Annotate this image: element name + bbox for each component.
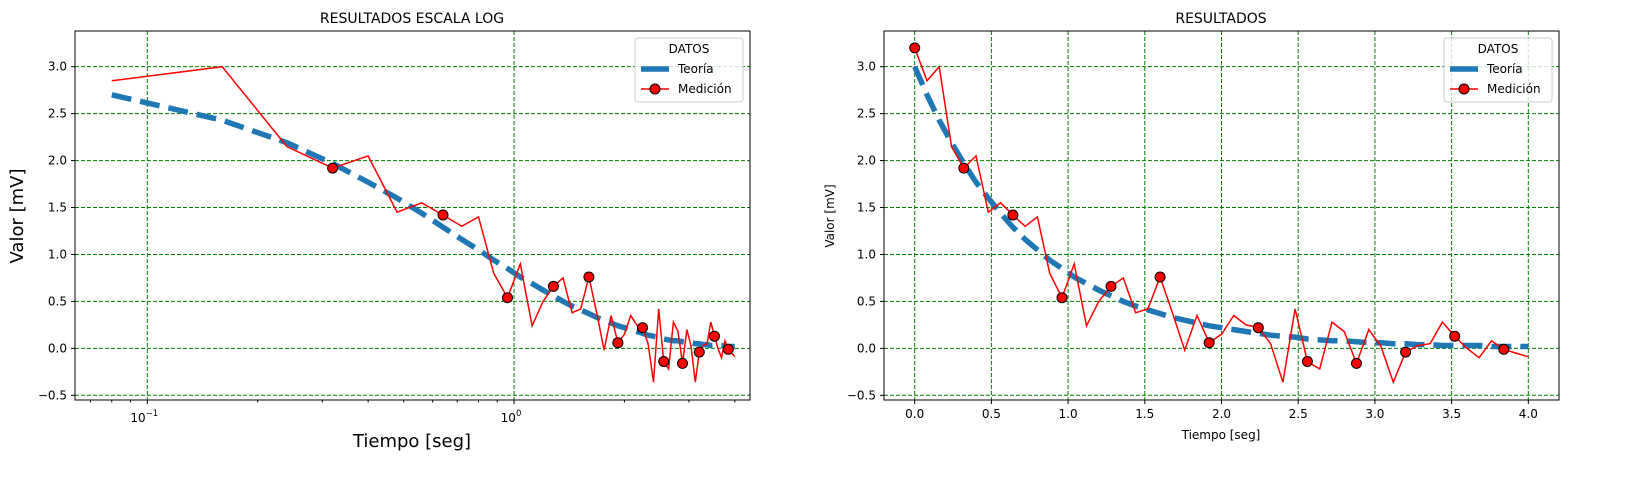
y-axis-label: Valor [mV] [823, 184, 837, 247]
measurement-line [913, 47, 1529, 385]
x-tick-label: 1.0 [1059, 407, 1078, 421]
y-tick-label: 0.0 [48, 341, 67, 355]
measurement-point [677, 357, 688, 369]
measurement-point [658, 356, 670, 367]
y-tick-label: 3.0 [857, 60, 876, 74]
y-tick-label: 1.0 [857, 247, 876, 261]
y-tick-label: 2.5 [48, 107, 67, 121]
chart-title: RESULTADOS ESCALA LOG [320, 11, 504, 27]
measurement-point [1301, 356, 1313, 367]
y-tick-label: 2.5 [857, 107, 876, 121]
linear-scale-chart: RESULTADOS 0.0 0.5 1.0 1.5 2.0 2.5 3.0 3.5 4.0 −… [823, 11, 1560, 442]
y-axis-ticks: −0.5 0.0 0.5 1.0 1.5 2.0 2.5 3.0 [38, 60, 75, 402]
theory-line [912, 65, 1529, 350]
x-tick-label: 4.0 [1519, 407, 1538, 421]
x-tick-label: 1.5 [1135, 407, 1154, 421]
x-tick-label: 3.5 [1442, 407, 1461, 421]
series-layer [111, 65, 736, 383]
legend: DATOS Teoría Medición [1443, 37, 1553, 103]
measurement-point [1498, 343, 1510, 355]
x-tick-label: 0.5 [982, 407, 1001, 421]
measurement-point [502, 292, 513, 304]
measurement-point [327, 162, 339, 174]
legend-theory-label: Teoría [677, 62, 714, 76]
measurement-point [583, 271, 595, 283]
measurement-point [1056, 292, 1068, 304]
x-tick-label: 0.0 [905, 407, 924, 421]
plot-frame [883, 30, 1560, 401]
y-tick-label: 1.5 [857, 201, 876, 215]
measurement-point [709, 330, 720, 342]
measurement-point [1154, 271, 1166, 283]
legend-measurement-marker [1458, 83, 1470, 95]
y-tick-label: 2.0 [48, 154, 67, 168]
y-tick-label: 0.5 [857, 294, 876, 308]
y-tick-label: 0.0 [857, 341, 876, 355]
series-layer [909, 42, 1529, 385]
x-tick-label: 100 [501, 409, 522, 425]
measurement-point [722, 343, 734, 355]
x-tick-label: 3.0 [1365, 407, 1384, 421]
y-axis-label: Valor [mV] [7, 169, 28, 264]
measurement-point [1203, 337, 1215, 349]
legend-measurement-label: Medición [678, 82, 732, 96]
y-tick-label: 1.0 [48, 247, 67, 261]
measurement-point [958, 162, 970, 174]
y-tick-label: −0.5 [38, 388, 67, 402]
x-tick-label: 2.0 [1212, 407, 1231, 421]
x-axis-label: Tiempo [seg] [1181, 428, 1261, 442]
measurement-point [637, 322, 648, 334]
measurement-point [1252, 322, 1264, 334]
legend-frame [634, 37, 744, 103]
measurement-point [1007, 209, 1019, 221]
measurement-point [547, 280, 559, 292]
y-tick-label: 3.0 [48, 60, 67, 74]
y-tick-label: −0.5 [847, 388, 876, 402]
measurement-point [437, 209, 449, 221]
measurement-point [612, 337, 624, 349]
measurement-point [909, 42, 921, 54]
x-tick-label: 10−1 [130, 409, 158, 425]
legend-theory-label: Teoría [1486, 62, 1523, 76]
measurement-point [1351, 357, 1362, 369]
plot-frame [74, 30, 751, 401]
legend-title: DATOS [1478, 42, 1519, 56]
legend: DATOS Teoría Medición [634, 37, 744, 103]
legend-measurement-marker [649, 83, 661, 95]
measurement-point [1105, 280, 1117, 292]
x-axis-ticks: 0.0 0.5 1.0 1.5 2.0 2.5 3.0 3.5 4.0 [905, 400, 1538, 421]
measurement-point [693, 346, 705, 358]
measurement-line [111, 65, 736, 383]
x-axis-ticks: 10−1 100 [90, 400, 736, 425]
legend-measurement-label: Medición [1487, 82, 1541, 96]
y-axis-ticks: −0.5 0.0 0.5 1.0 1.5 2.0 2.5 3.0 [847, 60, 884, 402]
x-axis-label: Tiempo [seg] [352, 431, 471, 452]
legend-title: DATOS [669, 42, 710, 56]
chart-title: RESULTADOS [1175, 11, 1266, 27]
y-tick-label: 0.5 [48, 294, 67, 308]
measurement-point [1449, 330, 1461, 342]
log-scale-chart: RESULTADOS ESCALA LOG 10−1 100 −0.5 0.0 0.5… [7, 11, 751, 452]
legend-frame [1443, 37, 1553, 103]
x-tick-label: 2.5 [1289, 407, 1308, 421]
y-tick-label: 1.5 [48, 201, 67, 215]
y-tick-label: 2.0 [857, 154, 876, 168]
measurement-point [1400, 346, 1412, 358]
theory-line [111, 92, 735, 350]
grid [884, 31, 1559, 400]
